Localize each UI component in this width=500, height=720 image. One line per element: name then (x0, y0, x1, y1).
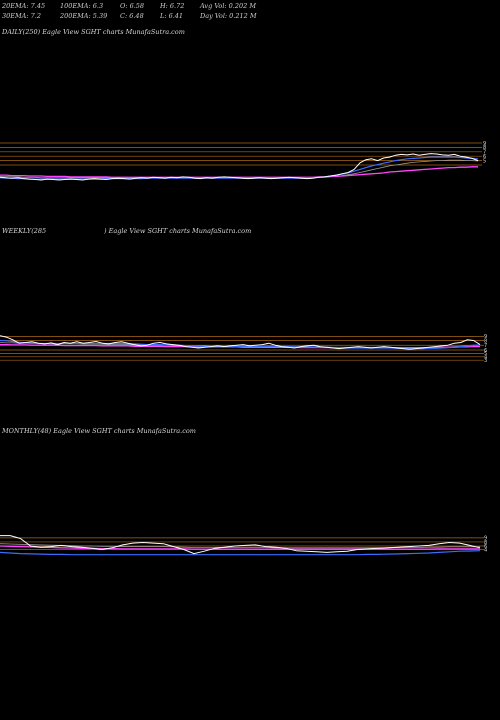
daily-axis-label: 6 (483, 154, 486, 160)
weekly-axis-label: 7 (484, 343, 487, 349)
daily-panel-title: DAILY(250) Eagle View SGHT charts Munafa… (2, 28, 185, 36)
weekly-axis-label: 8 (484, 338, 487, 344)
ema200-stat: 200EMA: 5.39 (60, 12, 108, 20)
weekly-panel-title-suffix: ) Eagle View SGHT charts MunafaSutra.com (104, 227, 252, 235)
weekly-axis-label: 5 (484, 351, 487, 357)
avg-volume-stat: Avg Vol: 0.202 M (200, 2, 257, 10)
open-stat: O: 6.58 (120, 2, 145, 10)
monthly-axis-label: 8 (484, 540, 487, 546)
weekly-axis-label: 9 (484, 334, 487, 340)
daily-ma-magenta-line (0, 166, 478, 178)
monthly-axis-label: 4 (484, 547, 487, 553)
low-stat: L: 6.41 (160, 12, 184, 20)
day-volume-stat: Day Vol: 0.212 M (200, 12, 257, 20)
monthly-price-line (0, 535, 481, 555)
close-stat: C: 6.48 (120, 12, 144, 20)
daily-axis-label: 9 (483, 141, 486, 147)
weekly-panel-title: WEEKLY(285 (2, 227, 47, 235)
ema100-stat: 100EMA: 6.3 (60, 2, 104, 10)
monthly-ma-magenta-line (0, 545, 480, 550)
monthly-ma-blue-line (0, 550, 481, 556)
weekly-axis-label: 3 (484, 358, 487, 364)
weekly-axis-label: 4 (484, 355, 487, 361)
daily-axis-label: 8 (483, 145, 486, 151)
ema30-stat: 30EMA: 7.2 (2, 12, 41, 20)
high-stat: H: 6.72 (160, 2, 185, 10)
monthly-axis-label: 6 (484, 544, 487, 550)
monthly-axis-label: 9 (484, 536, 487, 542)
weekly-price-line (0, 335, 481, 350)
daily-axis-label: 7 (483, 150, 486, 156)
ema20-stat: 20EMA: 7.45 (2, 2, 46, 10)
monthly-panel-title: MONTHLY(48) Eagle View SGHT charts Munaf… (2, 427, 196, 435)
weekly-axis-label: 6 (484, 348, 487, 354)
daily-ma-gray-line (0, 159, 479, 179)
daily-price-line (0, 153, 479, 181)
daily-axis-label: 5 (483, 158, 486, 164)
